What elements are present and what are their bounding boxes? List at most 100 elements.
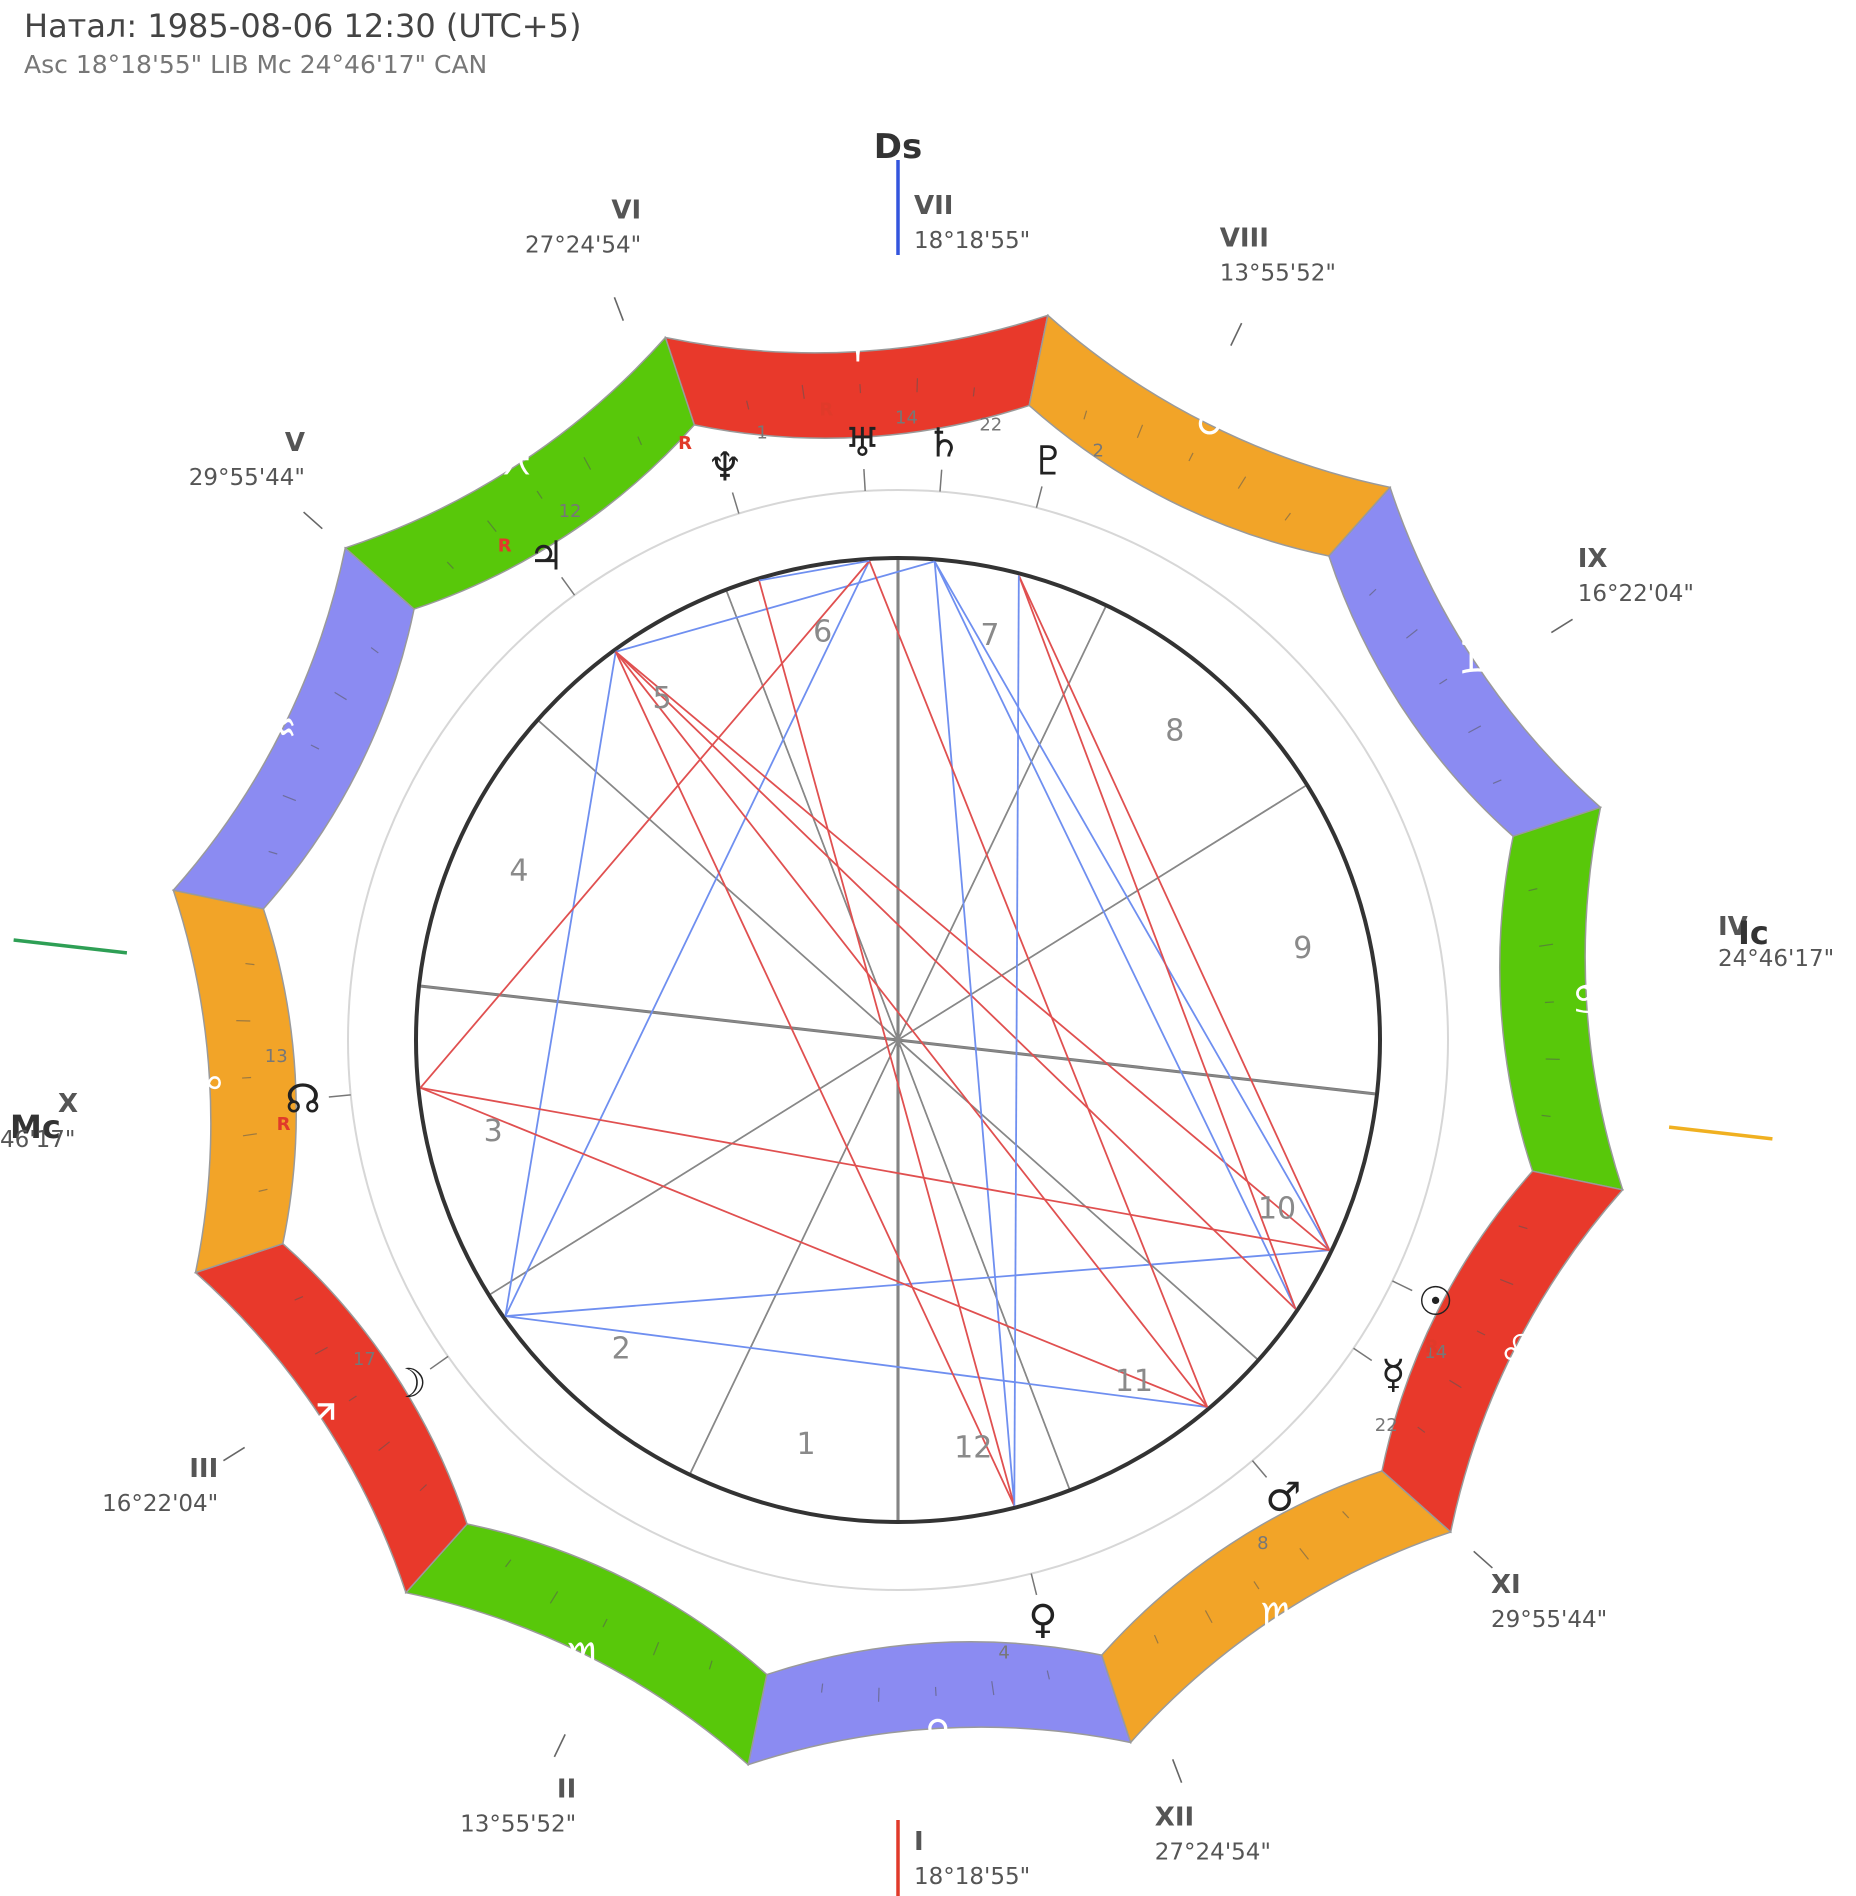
degree-tick [859,384,862,394]
uranus-retrograde-marker: R [819,400,833,421]
leo-icon: ♌ [1498,1326,1537,1377]
degree-tick [1439,678,1448,685]
degree-tick [1541,1114,1551,1118]
aspect-line [615,651,1331,1251]
angle-markers: DsVII18°18'55"AsI18°18'55"IVIc24°46'17"X… [0,127,1834,1896]
mars-tick [1251,1460,1268,1478]
aspect-line [933,560,1331,1251]
degree-tick [1046,1670,1050,1680]
aspect-line [933,561,1016,1506]
degree-tick [370,647,379,654]
planet-ring-circle [347,489,1449,1591]
libra-icon: ♎ [918,1707,957,1758]
north-node-icon: ☊ [285,1077,321,1123]
sun-icon: ☉ [1418,1279,1454,1325]
jupiter-retrograde-marker: R [498,536,512,557]
degree-tick [1449,1379,1462,1389]
mars-degree: 8 [1257,1533,1268,1554]
aspect-line [614,651,1016,1507]
venus-icon: ♀ [1028,1597,1057,1643]
house-number-5: 5 [653,681,672,716]
degree-tick [1406,629,1418,639]
moon-icon: ☽ [391,1361,427,1407]
gemini-icon: ♊ [1458,633,1497,684]
degree-tick [1492,779,1502,785]
house-5-cusp-degree: 29°55'44" [189,465,305,491]
house-number-8: 8 [1165,713,1184,748]
aspect-line [504,560,871,1317]
north-node-retrograde-marker: R [277,1114,291,1135]
aspect-line [420,1086,1330,1252]
neptune-retrograde-marker: R [678,433,692,454]
aspect-line [1017,575,1297,1310]
degree-tick [1188,452,1194,462]
imum-coeli-label: Ic [1738,914,1769,952]
degree-tick [820,1683,824,1693]
aspect-line [505,1249,1330,1318]
moon-tick [429,1355,449,1370]
house-12-cusp-degree: 27°24'54" [1155,1839,1271,1865]
house-4-numeral: IV [1718,912,1748,942]
sun-degree: 14 [1424,1342,1447,1363]
house-10-cusp-degree: 46'17" [0,1127,75,1153]
degree-tick [1284,512,1291,521]
degree-tick [1153,1634,1159,1644]
degree-tick [1417,1426,1426,1433]
sun-tick [1392,1280,1413,1292]
taurus-icon: ♉ [1190,394,1229,445]
house-cusp-lines [420,560,1376,1520]
degree-tick [583,456,592,470]
cusp-marker [223,1446,246,1462]
aspect-line [1018,575,1331,1251]
degree-tick [1342,1511,1350,1519]
planets: ☽17☊13R♃12R♀4♆1R♂8☉14☿22R♅14R♄ 22♇ 2 [265,400,1454,1664]
degree-tick [310,744,320,750]
house-number-12: 12 [954,1431,992,1466]
saturn-tick [939,469,943,492]
degree-tick [245,962,255,966]
cusp-marker [1171,1759,1183,1783]
degree-tick [242,1133,257,1137]
house-number-11: 11 [1115,1364,1153,1399]
sagittarius-icon: ♐ [298,1396,337,1447]
degree-tick [1083,410,1088,420]
house-number-7: 7 [980,618,999,653]
degree-tick [536,490,543,499]
degree-tick [1518,1225,1528,1230]
house-12-numeral: XII [1155,1802,1194,1832]
degree-tick [602,1618,608,1628]
house-7-cusp-degree: 18°18'55" [914,228,1030,254]
degree-tick [1136,424,1144,439]
degree-tick [637,436,643,446]
aspect-line [615,651,1297,1310]
house-number-1: 1 [796,1427,815,1462]
pluto-icon: ♇ [1031,438,1067,484]
neptune-tick [731,492,740,514]
cancer-icon: ♋ [1571,974,1610,1025]
aries-icon: ♈ [838,322,877,373]
house-11-numeral: XI [1491,1570,1521,1600]
degree-tick [934,1686,937,1696]
house-number-3: 3 [484,1114,503,1149]
degree-tick [334,691,347,701]
house-9-numeral: IX [1578,544,1608,574]
venus-degree: 4 [998,1642,1009,1663]
degree-tick [1369,588,1377,596]
uranus-degree: 14 [895,408,918,429]
cusp-marker [1473,1550,1493,1569]
degree-tick [972,387,976,397]
degree-tick [1468,725,1482,734]
north-node-tick [328,1094,351,1098]
aspect-line [1013,575,1020,1506]
house-9-cusp-degree: 16°22'04" [1578,581,1694,607]
venus-tick [1030,1573,1038,1596]
degree-tick [446,561,454,569]
house-number-2: 2 [612,1332,631,1367]
house-4-cusp-degree: 24°46'17" [1718,946,1834,972]
degree-tick [1539,943,1554,947]
midheaven-axis [1668,1125,1773,1141]
chart-subtitle: Asc 18°18'55" LIB Mc 24°46'17" CAN [24,50,488,79]
degree-tick [378,1441,390,1451]
house-10-numeral: X [58,1089,78,1119]
chart-header: Натал: 1985-08-06 12:30 (UTC+5) Asc 18°1… [24,4,581,82]
